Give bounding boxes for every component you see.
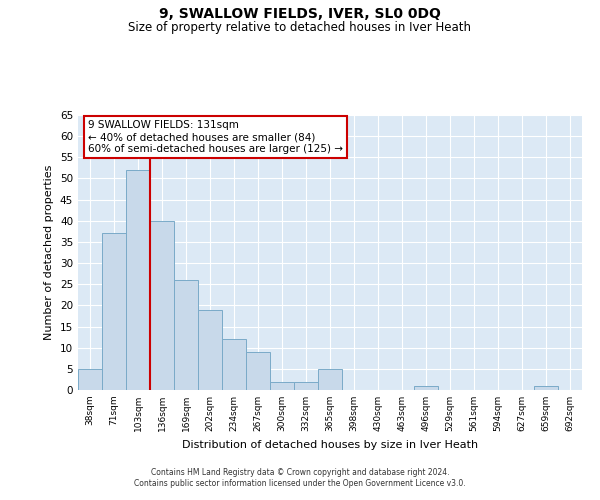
- Bar: [414, 386, 438, 390]
- Text: 9 SWALLOW FIELDS: 131sqm
← 40% of detached houses are smaller (84)
60% of semi-d: 9 SWALLOW FIELDS: 131sqm ← 40% of detach…: [88, 120, 343, 154]
- Bar: [150, 221, 174, 390]
- Bar: [102, 234, 126, 390]
- Bar: [222, 339, 246, 390]
- Text: Contains HM Land Registry data © Crown copyright and database right 2024.
Contai: Contains HM Land Registry data © Crown c…: [134, 468, 466, 487]
- Bar: [174, 280, 198, 390]
- Bar: [78, 369, 102, 390]
- Bar: [294, 382, 318, 390]
- Bar: [246, 352, 270, 390]
- Bar: [534, 386, 558, 390]
- Bar: [198, 310, 222, 390]
- X-axis label: Distribution of detached houses by size in Iver Heath: Distribution of detached houses by size …: [182, 440, 478, 450]
- Bar: [318, 369, 342, 390]
- Text: 9, SWALLOW FIELDS, IVER, SL0 0DQ: 9, SWALLOW FIELDS, IVER, SL0 0DQ: [159, 8, 441, 22]
- Text: Size of property relative to detached houses in Iver Heath: Size of property relative to detached ho…: [128, 21, 472, 34]
- Bar: [270, 382, 294, 390]
- Y-axis label: Number of detached properties: Number of detached properties: [44, 165, 55, 340]
- Bar: [126, 170, 150, 390]
